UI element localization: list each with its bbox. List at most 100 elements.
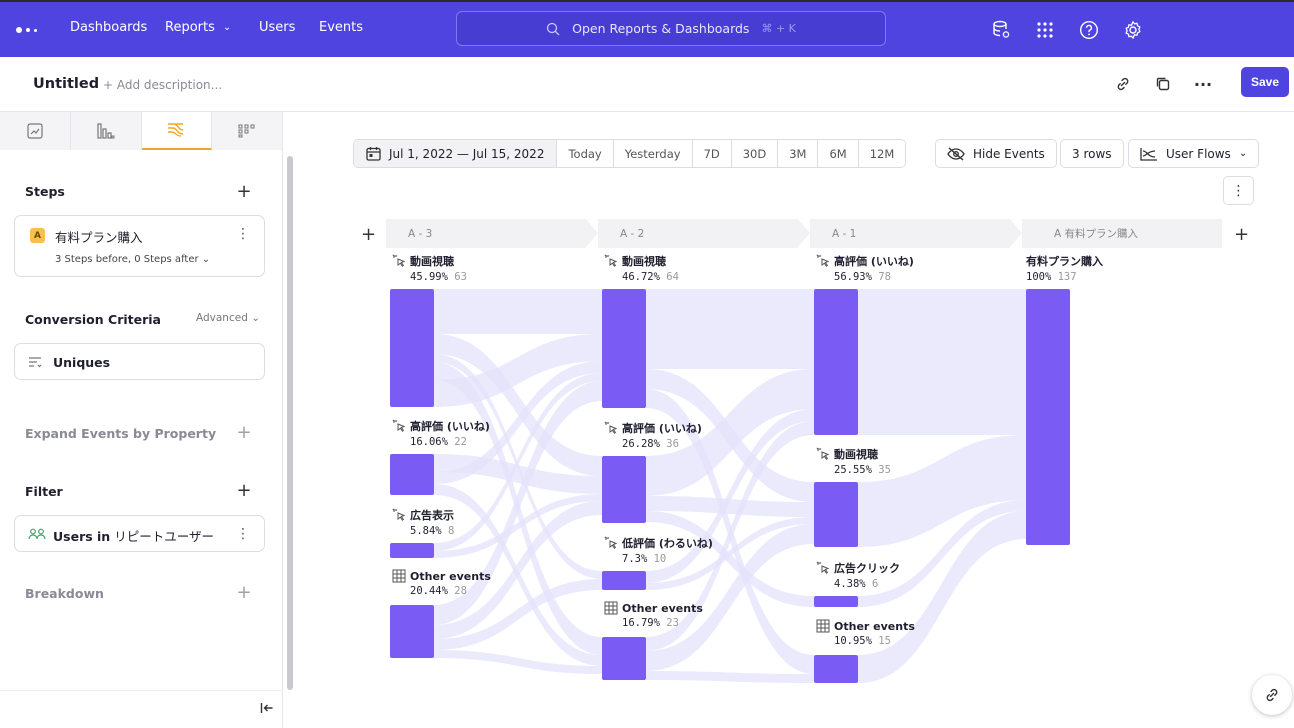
help-icon[interactable] xyxy=(1078,19,1100,41)
preset-6m[interactable]: 6M xyxy=(818,140,859,167)
add-step-after-button[interactable]: + xyxy=(1234,224,1250,245)
preset-12m[interactable]: 12M xyxy=(858,140,906,167)
flow-node-bar[interactable] xyxy=(814,655,858,683)
tab-retention[interactable] xyxy=(212,112,283,150)
flow-node-bar[interactable] xyxy=(1026,289,1070,545)
flow-link[interactable] xyxy=(434,362,602,655)
flow-node-label[interactable]: 動画視聴 45.99% 63 xyxy=(392,253,467,283)
flow-link[interactable] xyxy=(858,500,1026,607)
flow-node-bar[interactable] xyxy=(602,456,646,523)
search-input[interactable]: Open Reports & Dashboards ⌘ + K xyxy=(456,11,886,46)
flow-node-label[interactable]: Other events 20.44% 28 xyxy=(392,569,491,597)
nav-events[interactable]: Events xyxy=(319,20,363,35)
flow-node-label[interactable]: 高評価 (いいね) 26.28% 36 xyxy=(604,420,702,450)
flow-node-bar[interactable] xyxy=(390,605,434,658)
app-logo-icon[interactable] xyxy=(16,27,37,33)
gear-icon[interactable] xyxy=(1122,19,1144,41)
filter-menu-icon[interactable]: ⋮ xyxy=(236,526,250,542)
tab-flows[interactable] xyxy=(141,112,213,150)
flow-node-count: 8 xyxy=(447,525,455,537)
link-icon[interactable] xyxy=(1112,73,1134,95)
report-title[interactable]: Untitled xyxy=(33,76,100,92)
flow-link[interactable] xyxy=(434,494,602,558)
preset-30d[interactable]: 30D xyxy=(731,140,779,167)
flow-node-bar[interactable] xyxy=(602,571,646,590)
advanced-dropdown[interactable]: Advanced ⌄ xyxy=(196,312,260,324)
flow-link[interactable] xyxy=(434,354,602,579)
flow-node-label[interactable]: 有料プラン購入 100% 137 xyxy=(1026,253,1103,283)
flow-node-label[interactable]: 動画視聴 25.55% 35 xyxy=(816,446,891,476)
flows-icon xyxy=(168,123,184,137)
tab-insights[interactable] xyxy=(0,112,71,150)
flow-node-name: Other events xyxy=(816,619,915,633)
nav-reports[interactable]: Reports ⌄ xyxy=(165,20,231,35)
flow-node-label[interactable]: 広告クリック 4.38% 6 xyxy=(816,560,900,590)
add-filter-button[interactable]: + xyxy=(236,480,252,501)
add-breakdown-button[interactable]: + xyxy=(236,582,252,603)
nav-dashboards[interactable]: Dashboards xyxy=(70,20,147,35)
rows-selector[interactable]: 3 rows xyxy=(1060,139,1124,168)
flow-link[interactable] xyxy=(434,334,602,407)
flow-node-bar[interactable] xyxy=(390,543,434,558)
column-header-step-minus-3: A - 3 xyxy=(386,219,598,248)
column-header-label: A - 1 xyxy=(832,227,857,240)
flow-node-bar[interactable] xyxy=(814,289,858,435)
column-header-label: A 有料プラン購入 xyxy=(1054,228,1139,240)
flow-node-bar[interactable] xyxy=(602,637,646,680)
add-expand-property-button[interactable]: + xyxy=(236,422,252,443)
flow-link[interactable] xyxy=(646,289,814,369)
save-button[interactable]: Save xyxy=(1241,67,1289,97)
flow-node-label[interactable]: Other events 10.95% 15 xyxy=(816,619,915,647)
add-description-button[interactable]: + Add description... xyxy=(103,78,223,92)
data-settings-icon[interactable] xyxy=(990,19,1012,41)
step-menu-icon[interactable]: ⋮ xyxy=(236,226,250,242)
step-range-dropdown[interactable]: 3 Steps before, 0 Steps after ⌄ xyxy=(55,254,210,265)
flow-link[interactable] xyxy=(858,511,1026,683)
share-link-button[interactable] xyxy=(1252,675,1292,715)
nav-users[interactable]: Users xyxy=(259,20,295,35)
flow-node-bar[interactable] xyxy=(814,596,858,607)
flow-node-label[interactable]: 広告表示 5.84% 8 xyxy=(392,507,454,537)
add-step-before-button[interactable]: + xyxy=(361,224,377,245)
flow-link[interactable] xyxy=(646,671,814,683)
flow-node-bar[interactable] xyxy=(602,289,646,408)
flow-node-label[interactable]: Other events 16.79% 23 xyxy=(604,601,703,629)
flow-node-label[interactable]: 低評価 (わるいね) 7.3% 10 xyxy=(604,535,713,565)
duplicate-icon[interactable] xyxy=(1152,73,1174,95)
view-type-dropdown[interactable]: User Flows ⌄ xyxy=(1128,139,1260,168)
flow-node-name: 広告表示 xyxy=(392,507,454,523)
flow-node-name: 動画視聴 xyxy=(604,253,679,269)
flow-node-bar[interactable] xyxy=(390,454,434,495)
flow-node-bar[interactable] xyxy=(814,482,858,547)
uniques-selector[interactable]: Uniques xyxy=(14,343,265,380)
collapse-sidebar-icon[interactable] xyxy=(260,702,274,718)
hide-events-button[interactable]: Hide Events xyxy=(935,139,1057,168)
flow-link[interactable] xyxy=(434,334,602,476)
flow-node-label[interactable]: 動画視聴 46.72% 64 xyxy=(604,253,679,283)
flow-node-label[interactable]: 高評価 (いいね) 16.06% 22 xyxy=(392,418,490,448)
chart-options-button[interactable]: ⋮ xyxy=(1223,176,1254,205)
flow-link[interactable] xyxy=(646,496,814,517)
date-range-picker[interactable]: Jul 1, 2022 — Jul 15, 2022 xyxy=(354,140,558,167)
preset-7d[interactable]: 7D xyxy=(692,140,732,167)
step-event-name[interactable]: 有料プラン購入 xyxy=(55,230,143,245)
flow-link[interactable] xyxy=(434,289,602,334)
more-options-icon[interactable]: ··· xyxy=(1193,74,1213,94)
flow-link[interactable] xyxy=(434,454,602,494)
preset-today[interactable]: Today xyxy=(557,140,614,167)
cohort-filter-card[interactable]: Users in リピートユーザー ⋮ xyxy=(14,515,265,552)
chevron-down-icon: ⌄ xyxy=(251,312,261,324)
sidebar-scrollbar[interactable] xyxy=(287,156,293,690)
apps-grid-icon[interactable] xyxy=(1034,19,1056,41)
tab-funnels[interactable] xyxy=(70,112,142,150)
preset-3m[interactable]: 3M xyxy=(778,140,819,167)
flow-node-stats: 20.44% 28 xyxy=(410,585,491,597)
step-card[interactable]: A 有料プラン購入 ⋮ 3 Steps before, 0 Steps afte… xyxy=(14,215,265,277)
flow-node-bar[interactable] xyxy=(390,289,434,407)
flow-link[interactable] xyxy=(434,373,602,551)
preset-yesterday[interactable]: Yesterday xyxy=(613,140,693,167)
flow-link[interactable] xyxy=(434,650,602,674)
flow-link[interactable] xyxy=(858,289,1026,435)
add-step-button[interactable]: + xyxy=(236,181,252,202)
flow-node-label[interactable]: 高評価 (いいね) 56.93% 78 xyxy=(816,253,914,283)
